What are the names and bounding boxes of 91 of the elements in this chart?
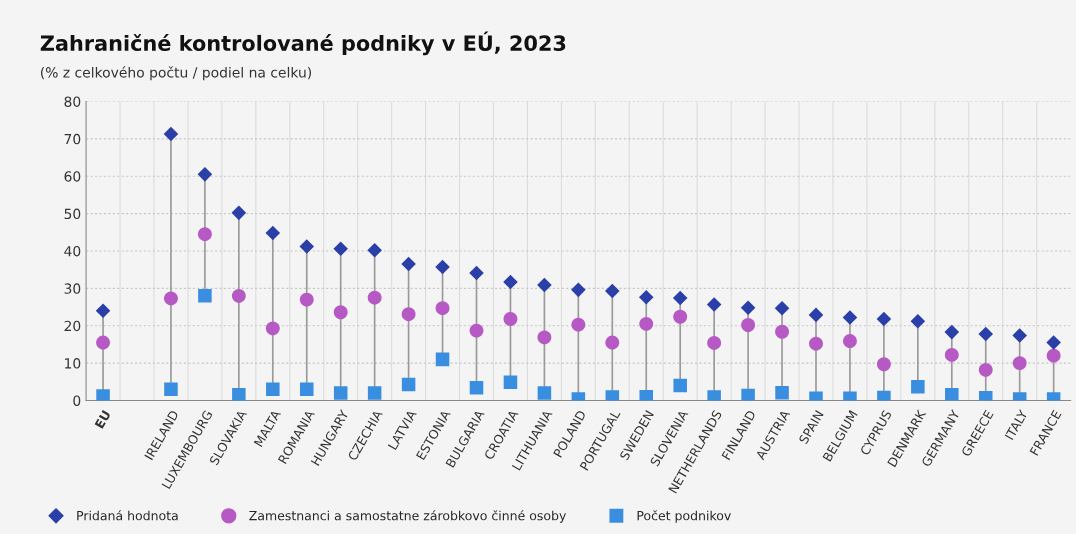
point — [944, 324, 960, 340]
point — [232, 388, 246, 401]
y-tick-label: 60 — [64, 171, 81, 182]
point — [809, 336, 823, 351]
x-tick-label: EU — [94, 410, 111, 429]
point — [537, 277, 552, 293]
legend-label: Pridaná hodnota — [77, 510, 178, 521]
point — [299, 382, 314, 397]
point — [96, 335, 110, 350]
point — [299, 239, 315, 254]
point — [1046, 348, 1061, 363]
y-tick-label: 10 — [65, 358, 81, 369]
point — [266, 382, 280, 397]
point — [1012, 356, 1027, 371]
point — [367, 386, 382, 400]
point — [537, 330, 552, 345]
point — [639, 389, 654, 401]
point — [707, 335, 722, 350]
y-tick-label: 0 — [73, 395, 81, 406]
point — [163, 126, 179, 142]
point — [775, 385, 789, 400]
y-tick-label: 70 — [64, 133, 81, 145]
point — [741, 318, 756, 332]
point — [333, 386, 348, 400]
point — [638, 290, 654, 305]
point — [435, 301, 450, 316]
point — [503, 312, 518, 326]
point — [605, 283, 620, 299]
point — [673, 309, 688, 324]
point — [164, 291, 178, 306]
point — [1046, 335, 1061, 350]
point — [978, 362, 993, 377]
point — [164, 382, 178, 397]
point — [96, 389, 110, 401]
point — [401, 256, 416, 272]
point — [333, 241, 348, 257]
point — [639, 316, 654, 331]
point — [808, 307, 824, 323]
point — [672, 290, 688, 306]
point — [435, 352, 450, 367]
chart-title: Zahraničné kontrolované podniky v EÚ, 2023 — [40, 31, 566, 56]
point — [367, 290, 382, 305]
point — [95, 303, 111, 319]
point — [707, 390, 721, 401]
point — [876, 357, 891, 372]
point — [775, 324, 789, 339]
point — [945, 388, 959, 401]
legend-label: Zamestnanci a samostatne zárobkovo činné osoby — [249, 510, 566, 523]
point — [198, 289, 212, 303]
y-tick-label: 20 — [64, 320, 81, 332]
point — [503, 375, 518, 389]
point — [741, 388, 755, 401]
point — [469, 323, 484, 338]
point — [571, 317, 586, 332]
y-tick-label: 30 — [64, 283, 81, 294]
point — [978, 326, 994, 342]
legend-label: Počet podnikov — [637, 510, 731, 523]
point — [605, 390, 620, 401]
point — [843, 334, 857, 349]
chart-subtitle: (% z celkového počtu / podiel na celku) — [41, 66, 312, 81]
point — [911, 379, 925, 394]
point — [435, 259, 450, 275]
y-tick-label: 50 — [64, 208, 81, 220]
point — [469, 381, 484, 395]
point — [605, 335, 620, 350]
point — [876, 311, 892, 327]
point — [197, 167, 213, 182]
point — [842, 310, 858, 325]
point — [401, 377, 416, 392]
point — [673, 378, 687, 393]
point — [231, 288, 246, 303]
point — [774, 300, 790, 316]
point — [944, 347, 959, 362]
point — [571, 282, 586, 298]
point — [265, 321, 280, 336]
point — [537, 386, 552, 400]
y-tick-label: 40 — [64, 245, 81, 257]
point — [231, 205, 247, 221]
point — [299, 292, 314, 307]
point — [706, 297, 722, 312]
point — [740, 300, 756, 316]
point — [469, 265, 484, 281]
point — [503, 274, 518, 290]
point — [401, 307, 416, 322]
point — [333, 305, 348, 320]
point — [1012, 328, 1027, 343]
point — [367, 242, 382, 258]
point — [265, 225, 281, 241]
point — [197, 227, 212, 242]
y-tick-label: 80 — [64, 96, 81, 107]
point — [910, 313, 926, 329]
